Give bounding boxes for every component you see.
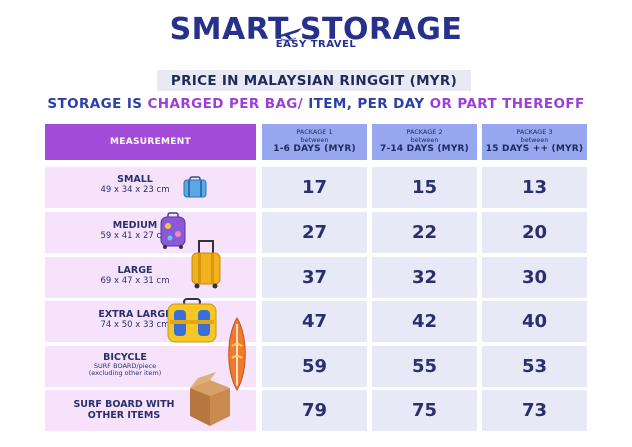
- price-xl-p2: 42: [372, 301, 477, 342]
- size-dimensions: 49 x 34 x 23 cm: [100, 185, 170, 195]
- size-name: BICYCLE: [103, 352, 147, 363]
- package-2-header: PACKAGE 2 between 7-14 DAYS (MYR): [372, 124, 477, 160]
- cardboard-box-icon: [190, 372, 230, 426]
- price-xl-p3: 40: [482, 301, 587, 342]
- size-note: SURF BOARD/piece: [93, 362, 157, 370]
- pricing-tagline: STORAGE IS CHARGED PER BAG/ ITEM, PER DA…: [0, 96, 632, 112]
- size-dimensions: 59 x 41 x 27 cm: [100, 231, 170, 241]
- package-days: 15 DAYS ++ (MYR): [485, 144, 584, 154]
- package-between: between: [520, 136, 549, 144]
- logo-subtitle: EASY TRAVEL: [275, 39, 357, 50]
- logo: SMART STORAGE: [0, 14, 632, 46]
- large-luggage-icon: [191, 240, 221, 289]
- price-large-p2: 32: [372, 257, 477, 298]
- row-label-large: LARGE 69 x 47 x 31 cm: [45, 257, 256, 298]
- size-name-line2: OTHER ITEMS: [87, 410, 161, 421]
- price-xl-p1: 47: [262, 301, 367, 342]
- price-small-p3: 13: [482, 167, 587, 208]
- package-days: 7-14 DAYS (MYR): [380, 144, 469, 154]
- medium-luggage-icon: [160, 212, 186, 249]
- measurement-header: MEASUREMENT: [45, 124, 256, 160]
- size-name: SMALL: [117, 174, 153, 185]
- size-dimensions: 74 x 50 x 33 cm: [100, 320, 170, 330]
- price-medium-p3: 20: [482, 212, 587, 253]
- price-bicycle-p1: 59: [262, 346, 367, 387]
- price-bicycle-p3: 53: [482, 346, 587, 387]
- package-name: PACKAGE 1: [296, 128, 333, 136]
- row-label-medium: MEDIUM 59 x 41 x 27 cm: [45, 212, 256, 253]
- size-dimensions: 69 x 47 x 31 cm: [100, 276, 170, 286]
- package-between: between: [410, 136, 439, 144]
- small-luggage-icon: [183, 176, 207, 198]
- size-name: LARGE: [117, 265, 153, 276]
- size-name: MEDIUM: [112, 220, 158, 231]
- package-between: between: [300, 136, 329, 144]
- price-medium-p2: 22: [372, 212, 477, 253]
- tagline-part: ITEM, PER DAY: [303, 96, 430, 112]
- row-label-bicycle: BICYCLE SURF BOARD/piece (excluding othe…: [45, 346, 256, 387]
- tagline-part: STORAGE IS: [47, 96, 148, 112]
- plane-icon: [280, 28, 302, 42]
- price-bicycle-p2: 55: [372, 346, 477, 387]
- size-name: EXTRA LARGE: [98, 309, 172, 320]
- price-surf-items-p2: 75: [372, 390, 477, 431]
- row-label-extra-large: EXTRA LARGE 74 x 50 x 33 cm: [45, 301, 256, 342]
- tagline-part: PART THEREOFF: [452, 96, 585, 112]
- tagline-part: OR: [429, 96, 453, 112]
- price-surf-items-p3: 73: [482, 390, 587, 431]
- price-small-p2: 15: [372, 167, 477, 208]
- currency-banner: PRICE IN MALAYSIAN RINGGIT (MYR): [157, 70, 471, 91]
- size-name: SURF BOARD WITH: [73, 399, 175, 410]
- package-name: PACKAGE 3: [516, 128, 553, 136]
- package-days: 1-6 DAYS (MYR): [273, 144, 356, 154]
- package-3-header: PACKAGE 3 between 15 DAYS ++ (MYR): [482, 124, 587, 160]
- extra-large-luggage-icon: [167, 298, 217, 343]
- package-1-header: PACKAGE 1 between 1-6 DAYS (MYR): [262, 124, 367, 160]
- price-large-p3: 30: [482, 257, 587, 298]
- logo-wordmark: SMART STORAGE: [169, 12, 463, 47]
- price-large-p1: 37: [262, 257, 367, 298]
- row-label-small: SMALL 49 x 34 x 23 cm: [45, 167, 256, 208]
- package-name: PACKAGE 2: [406, 128, 443, 136]
- surfboard-icon: [228, 317, 246, 391]
- size-note: (excluding other item): [88, 369, 162, 377]
- price-medium-p1: 27: [262, 212, 367, 253]
- tagline-part: CHARGED PER BAG/: [147, 96, 304, 112]
- price-small-p1: 17: [262, 167, 367, 208]
- price-surf-items-p1: 79: [262, 390, 367, 431]
